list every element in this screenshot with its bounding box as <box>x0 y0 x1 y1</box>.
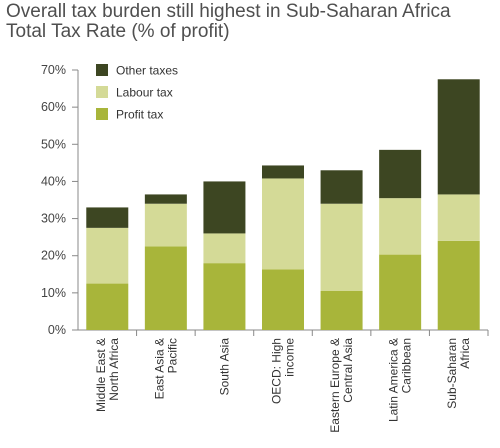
legend-swatch <box>96 64 108 76</box>
bar-labour-tax <box>320 203 363 291</box>
category-label: South Asia <box>217 338 231 396</box>
chart-subtitle: Total Tax Rate (% of profit) <box>6 21 230 42</box>
category-label-line: East Asia & <box>152 338 166 399</box>
bar-labour-tax <box>379 198 422 255</box>
bar-profit-tax <box>203 263 246 330</box>
legend-label: Labour tax <box>116 86 173 100</box>
y-tick-label: 0% <box>48 323 66 337</box>
y-tick-label: 20% <box>41 249 66 263</box>
bar-other-taxes <box>379 149 422 199</box>
category-label-line: Central Asia <box>341 338 355 403</box>
bar-other-taxes <box>203 181 246 234</box>
category-label-line: South Asia <box>217 338 231 396</box>
category-label-line: Caribbean <box>400 338 414 393</box>
y-tick-label: 30% <box>41 212 66 226</box>
legend-label: Profit tax <box>116 108 163 122</box>
bar-profit-tax <box>86 283 129 330</box>
category-label: Eastern Europe & Central Asia <box>328 338 355 433</box>
category-label-line: North Africa <box>107 338 121 401</box>
category-label: OECD: High income <box>270 338 297 404</box>
y-tick-label: 10% <box>41 286 66 300</box>
category-label-line: Middle East & <box>94 338 108 412</box>
legend-label: Other taxes <box>116 64 178 78</box>
bar-profit-tax <box>437 240 480 330</box>
category-label-line: Eastern Europe & <box>328 338 342 433</box>
category-label-line: OECD: High <box>270 338 284 404</box>
y-tick-label: 70% <box>41 63 66 77</box>
category-label: Middle East & North Africa <box>94 338 121 412</box>
bar-other-taxes <box>320 170 363 204</box>
bar-profit-tax <box>379 254 422 330</box>
chart-title: Overall tax burden still highest in Sub-… <box>6 1 451 22</box>
category-label-line: Africa <box>458 338 472 369</box>
category-label: Sub-Saharan Africa <box>445 338 472 409</box>
category-label-line: Latin America & <box>387 338 401 422</box>
bar-profit-tax <box>144 246 187 330</box>
bar-other-taxes <box>437 79 480 195</box>
bar-labour-tax <box>437 194 480 241</box>
category-label: East Asia & Pacific <box>152 338 179 399</box>
bar-other-taxes <box>262 165 304 179</box>
bar-labour-tax <box>203 233 246 264</box>
bar-other-taxes <box>144 194 187 204</box>
y-tick-label: 60% <box>41 100 66 114</box>
bar-other-taxes <box>86 207 129 228</box>
bar-profit-tax <box>262 269 304 330</box>
bar-profit-tax <box>320 291 363 330</box>
category-label: Latin America & Caribbean <box>387 338 414 422</box>
category-label-line: income <box>283 338 297 377</box>
legend-swatch <box>96 86 108 98</box>
legend-swatch <box>96 108 108 120</box>
category-label-line: Pacific <box>165 338 179 373</box>
chart-titles: Overall tax burden still highest in Sub-… <box>6 2 451 42</box>
y-tick-label: 40% <box>41 174 66 188</box>
y-tick-label: 50% <box>41 137 66 151</box>
bar-labour-tax <box>262 178 304 270</box>
bar-labour-tax <box>144 203 187 247</box>
bar-labour-tax <box>86 227 129 284</box>
category-label-line: Sub-Saharan <box>445 338 459 409</box>
